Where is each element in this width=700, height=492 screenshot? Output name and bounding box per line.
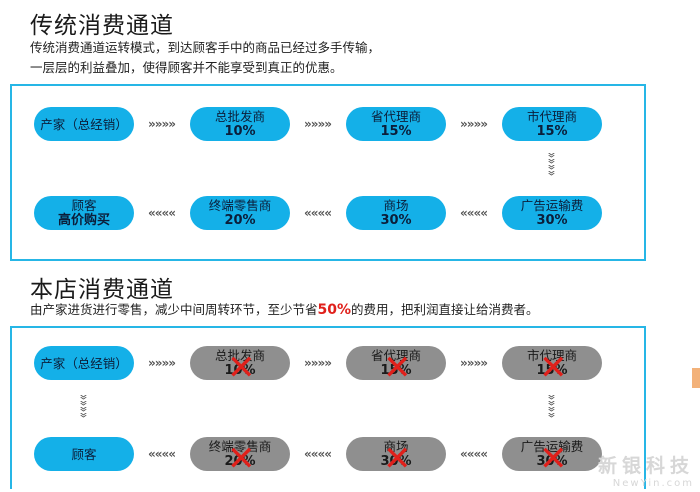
arrow-left-icon: «««« [148, 447, 176, 461]
watermark-en: NewYin.com [612, 478, 694, 489]
node-ad-transport-removed: 广告运输费 30% [502, 437, 602, 471]
arrow-left-icon: «««« [304, 447, 332, 461]
arrow-down-icon: »»»» [542, 393, 560, 419]
node-percent: 30% [380, 454, 412, 469]
node-label: 市代理商 [526, 109, 577, 124]
cross-icon: ✕ [539, 439, 568, 479]
edge-decoration [692, 368, 700, 388]
arrow-left-icon: «««« [304, 206, 332, 220]
node-percent: 15% [536, 363, 568, 378]
arrow-left-icon: «««« [148, 206, 176, 220]
node-general-wholesaler-removed: 总批发商 10% [190, 346, 290, 380]
section1-title: 传统消费通道 [30, 13, 174, 39]
cross-icon: ✕ [227, 348, 256, 388]
node-percent: 高价购买 [57, 213, 110, 228]
node-label: 顾客 [71, 446, 97, 462]
node-provincial-agent: 省代理商 15% [346, 107, 446, 141]
node-label: 省代理商 [370, 348, 421, 363]
cross-icon: ✕ [227, 439, 256, 479]
store-channel-panel [10, 326, 646, 489]
node-label: 市代理商 [526, 348, 577, 363]
arrow-right-icon: »»»» [148, 117, 176, 131]
node-terminal-retailer-removed: 终端零售商 20% [190, 437, 290, 471]
node-customer: 顾客 高价购买 [34, 196, 134, 230]
node-general-wholesaler: 总批发商 10% [190, 107, 290, 141]
node-city-agent: 市代理商 15% [502, 107, 602, 141]
arrow-right-icon: »»»» [148, 356, 176, 370]
arrow-down-icon: »»»» [74, 393, 92, 419]
arrow-left-icon: «««« [460, 447, 488, 461]
node-percent: 15% [380, 124, 412, 139]
node-label: 终端零售商 [208, 439, 272, 454]
node-percent: 30% [380, 213, 412, 228]
node-percent: 20% [224, 213, 256, 228]
node-label: 总批发商 [214, 109, 265, 124]
node-label: 总批发商 [214, 348, 265, 363]
node-terminal-retailer: 终端零售商 20% [190, 196, 290, 230]
node-city-agent-removed: 市代理商 15% [502, 346, 602, 380]
node-percent: 30% [536, 454, 568, 469]
node-label: 省代理商 [370, 109, 421, 124]
arrow-right-icon: »»»» [460, 356, 488, 370]
section2-title: 本店消费通道 [30, 277, 174, 303]
node-percent: 10% [224, 124, 256, 139]
node-label: 广告运输费 [520, 198, 584, 213]
arrow-down-icon: »»»» [542, 151, 560, 177]
watermark-cn: 新银科技 [597, 455, 694, 477]
node-percent: 15% [536, 124, 568, 139]
node-label: 商场 [383, 198, 409, 213]
node-percent: 15% [380, 363, 412, 378]
section1-desc-line1: 传统消费通道运转模式，到达顾客手中的商品已经过多手传输， [30, 40, 381, 55]
section2-desc-pre: 由产家进货进行零售，减少中间周转环节，至少节省 [30, 302, 318, 317]
node-label: 广告运输费 [520, 439, 584, 454]
arrow-left-icon: «««« [460, 206, 488, 220]
cross-icon: ✕ [539, 348, 568, 388]
arrow-right-icon: »»»» [304, 117, 332, 131]
node-percent: 10% [224, 363, 256, 378]
section2-desc-post: 的费用，把利润直接让给消费者。 [351, 302, 539, 317]
node-customer: 顾客 [34, 437, 134, 471]
section2-desc-highlight: 50% [317, 302, 352, 318]
node-label: 顾客 [71, 198, 97, 213]
node-manufacturer: 产家（总经销） [34, 107, 134, 141]
node-manufacturer: 产家（总经销） [34, 346, 134, 380]
arrow-right-icon: »»»» [304, 356, 332, 370]
node-mall-removed: 商场 30% [346, 437, 446, 471]
cross-icon: ✕ [383, 439, 412, 479]
node-ad-transport: 广告运输费 30% [502, 196, 602, 230]
arrow-right-icon: »»»» [460, 117, 488, 131]
node-percent: 20% [224, 454, 256, 469]
traditional-channel-panel [10, 84, 646, 261]
section1-desc-line2: 一层层的利益叠加，使得顾客并不能享受到真正的优惠。 [30, 60, 343, 75]
node-mall: 商场 30% [346, 196, 446, 230]
node-provincial-agent-removed: 省代理商 15% [346, 346, 446, 380]
node-label: 商场 [383, 439, 409, 454]
cross-icon: ✕ [383, 348, 412, 388]
node-label: 产家（总经销） [40, 355, 128, 371]
node-percent: 30% [536, 213, 568, 228]
node-label: 终端零售商 [208, 198, 272, 213]
watermark: 新银科技 NewYin.com [598, 451, 694, 489]
section2-description: 由产家进货进行零售，减少中间周转环节，至少节省50%的费用，把利润直接让给消费者… [30, 300, 539, 320]
section1-description: 传统消费通道运转模式，到达顾客手中的商品已经过多手传输， 一层层的利益叠加，使得… [30, 38, 380, 78]
node-label: 产家（总经销） [40, 116, 128, 132]
